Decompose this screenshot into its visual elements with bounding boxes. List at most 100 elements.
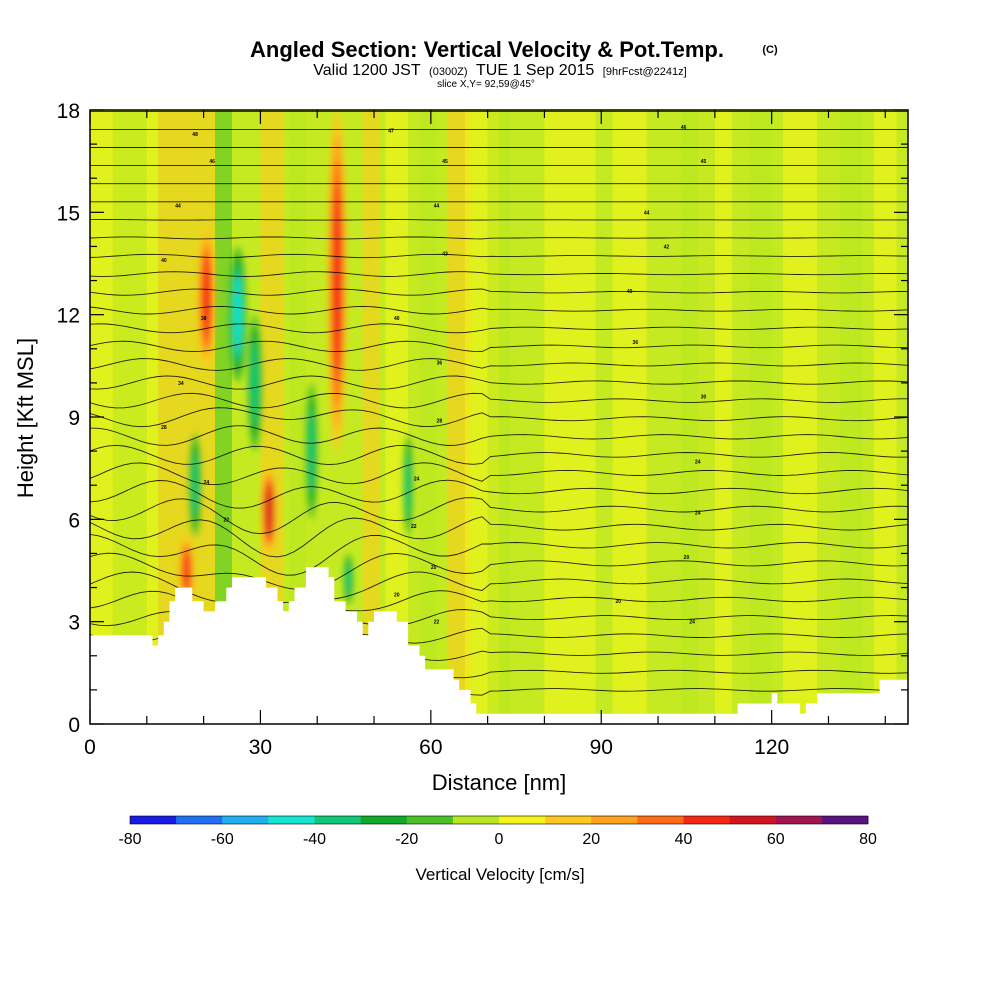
velocity-band — [260, 110, 284, 724]
y-tick-label: 15 — [57, 202, 80, 225]
velocity-band — [680, 110, 698, 724]
isentrope-line — [90, 305, 908, 315]
colorbar-swatch — [775, 816, 823, 824]
isentrope-label: 20 — [394, 592, 400, 598]
velocity-feature — [233, 275, 242, 355]
isentrope-label: 28 — [161, 425, 167, 431]
isentrope-label: 22 — [434, 620, 440, 626]
colorbar-swatch — [314, 816, 361, 824]
colorbar-tick-label: -60 — [211, 831, 234, 848]
isentrope-label: 46 — [681, 125, 687, 131]
isentrope-line — [90, 358, 908, 371]
chart-title: Angled Section: Vertical Velocity & Pot.… — [250, 37, 724, 62]
velocity-feature — [308, 408, 315, 494]
y-tick-label: 6 — [68, 509, 80, 532]
colorbar-tick-label: 80 — [859, 831, 877, 848]
colorbar-swatch — [130, 816, 177, 824]
valid-utc: (0300Z) — [429, 66, 468, 78]
x-tick-label: 90 — [590, 736, 613, 759]
isentrope-line — [90, 271, 908, 277]
velocity-feature — [202, 254, 211, 341]
isentrope-label: 24 — [204, 480, 210, 486]
isentrope-label: 45 — [442, 159, 448, 165]
slice-info: slice X,Y= 92,59@45° — [437, 79, 535, 90]
velocity-band — [288, 110, 306, 724]
isentrope-label: 46 — [209, 159, 215, 165]
x-tick-label: 60 — [419, 736, 442, 759]
velocity-feature — [346, 562, 351, 596]
y-tick-label: 9 — [68, 407, 80, 430]
isentrope-label: 24 — [414, 476, 420, 482]
x-axis-label: Distance [nm] — [432, 770, 567, 795]
isentrope-label: 20 — [684, 555, 690, 561]
isentrope-label: 30 — [701, 395, 707, 401]
isentrope-label: 42 — [664, 244, 670, 250]
plot-area: 48 46 44 40 38 34 28 24 22 47 45 44 43 40 36 28 24 22 20 20… — [90, 110, 908, 724]
velocity-feature — [265, 485, 273, 537]
colorbar-title: Vertical Velocity [cm/s] — [415, 865, 584, 884]
isentrope-label: 40 — [627, 289, 633, 295]
colorbar-tick-label: 60 — [767, 831, 785, 848]
colorbar-swatch — [637, 816, 684, 824]
isentrope-line — [90, 407, 908, 428]
colorbar-tick-label: 20 — [582, 831, 600, 848]
isentrope-label: 44 — [644, 210, 650, 216]
y-tick-label: 12 — [57, 305, 80, 328]
isentrope-label: 45 — [701, 159, 707, 165]
colorbar-tick-label: -80 — [118, 831, 141, 848]
x-tick-label: 0 — [84, 736, 96, 759]
colorbar-swatch — [452, 816, 500, 824]
colorbar-swatch — [176, 816, 223, 824]
isentrope-line — [90, 533, 908, 576]
isentrope-line — [90, 219, 908, 221]
colorbar-swatch — [406, 816, 454, 824]
isentrope-label: 43 — [442, 251, 448, 257]
isentrope-label: 20 — [431, 565, 437, 571]
isentrope-label: 28 — [437, 418, 443, 424]
isentrope-line — [90, 323, 908, 334]
isentrope-line — [90, 288, 908, 296]
colorbar-swatch — [268, 816, 315, 824]
isentrope-label: 40 — [161, 258, 167, 264]
isentrope-line — [90, 340, 908, 353]
isentrope-line — [90, 462, 908, 486]
isentrope-line — [90, 444, 908, 466]
y-axis-label: Height [Kft MSL] — [13, 338, 38, 498]
isentrope-line — [90, 552, 908, 591]
y-tick-label: 3 — [68, 612, 80, 635]
velocity-feature — [183, 550, 190, 591]
x-axis: 0 30 60 90 120 — [84, 110, 886, 759]
isentrope-label: 38 — [201, 316, 207, 322]
colorbar-tick-label: 40 — [675, 831, 693, 848]
forecast-tag: [9hrFcst@2241z] — [603, 66, 687, 78]
colorbar-swatch — [545, 816, 592, 824]
isentrope-line — [90, 253, 908, 259]
valid-date: TUE 1 Sep 2015 — [476, 62, 594, 79]
isentrope-label: 47 — [388, 128, 394, 134]
isentropes — [90, 110, 908, 724]
isentrope-label: 48 — [192, 132, 198, 138]
isentrope-label: 24 — [695, 511, 701, 517]
isentrope-label: 22 — [411, 524, 417, 530]
velocity-feature — [192, 453, 199, 518]
x-tick-label: 30 — [249, 736, 272, 759]
velocity-band — [544, 110, 579, 724]
colorbar-swatch — [591, 816, 638, 824]
velocity-feature — [251, 340, 259, 426]
isentrope-line — [90, 497, 908, 535]
velocity-band — [839, 110, 863, 724]
x-tick-label: 120 — [754, 736, 789, 759]
valid-prefix: Valid 1200 JST — [313, 62, 421, 79]
chart-title-unit: (C) — [762, 44, 778, 56]
velocity-band — [419, 110, 437, 724]
colorbar-tick-label: -40 — [303, 831, 326, 848]
velocity-band — [714, 110, 732, 724]
velocity-band — [214, 110, 233, 724]
isentrope-line — [90, 392, 908, 409]
isentrope-label: 44 — [175, 204, 181, 210]
colorbar-swatch — [360, 816, 408, 824]
velocity-band — [873, 110, 897, 724]
isentrope-line — [90, 236, 908, 240]
